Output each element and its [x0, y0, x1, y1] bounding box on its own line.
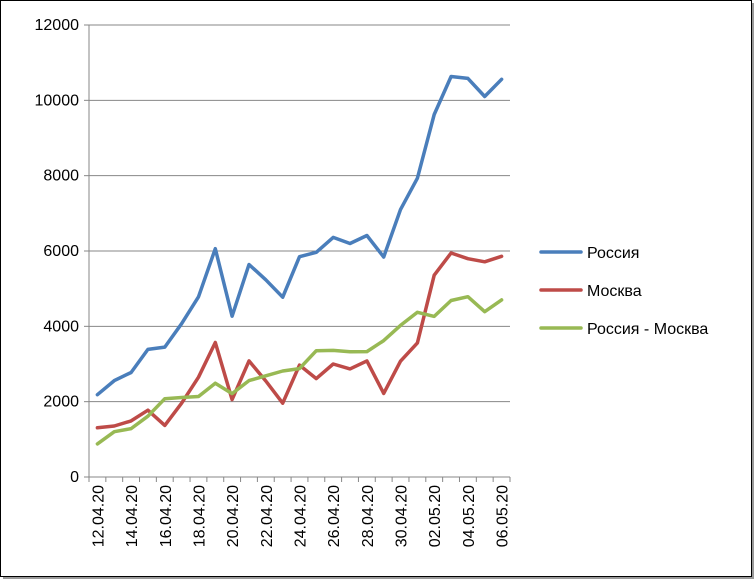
x-tick-label: 30.04.20 [394, 485, 411, 547]
series-line-1 [95, 251, 504, 430]
legend-label-2: Россия - Москва [587, 321, 708, 338]
x-tick-label: 14.04.20 [124, 485, 141, 547]
series-line-0 [95, 74, 504, 397]
x-tick-label: 02.05.20 [427, 485, 444, 547]
x-tick-label: 22.04.20 [259, 485, 276, 547]
y-tick-label: 6000 [43, 243, 79, 260]
series-lines [95, 74, 504, 446]
x-tick-label: 28.04.20 [360, 485, 377, 547]
x-tick-label: 16.04.20 [158, 485, 175, 547]
x-tick-label: 24.04.20 [293, 485, 310, 547]
y-axis-ticks: 0 2000 4000 6000 8000 10000 12000 [35, 17, 89, 486]
y-tick-label: 10000 [35, 92, 80, 109]
gridlines [89, 24, 510, 403]
x-tick-label: 20.04.20 [225, 485, 242, 547]
y-tick-label: 0 [70, 469, 79, 486]
x-axis-ticks: 12.04.20 14.04.20 16.04.20 18.04.20 20.04.20… [88, 477, 512, 547]
x-tick-label: 12.04.20 [90, 485, 107, 547]
series-line-2 [95, 294, 504, 446]
legend: Россия Москва Россия - Москва [539, 245, 708, 338]
x-tick-label: 18.04.20 [191, 485, 208, 547]
legend-label-1: Москва [587, 283, 642, 300]
x-tick-label: 04.05.20 [461, 485, 478, 547]
y-tick-label: 8000 [43, 168, 79, 185]
x-tick-label: 06.05.20 [495, 485, 512, 547]
y-tick-label: 4000 [43, 318, 79, 335]
x-tick-label: 26.04.20 [326, 485, 343, 547]
legend-label-0: Россия [587, 245, 639, 262]
y-tick-label: 2000 [43, 394, 79, 411]
y-tick-label: 12000 [35, 17, 80, 34]
